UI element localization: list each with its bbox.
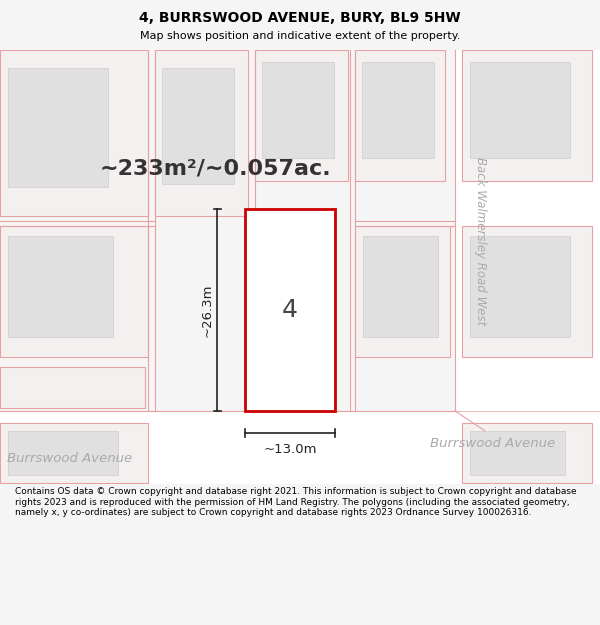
Bar [455,50,600,484]
Text: Burrswood Avenue: Burrswood Avenue [430,436,555,449]
Text: ~13.0m: ~13.0m [263,443,317,456]
Bar [362,62,434,158]
Bar [462,50,592,181]
Bar [8,68,108,187]
Bar [245,209,335,411]
Bar [363,236,438,338]
Text: Burrswood Avenue: Burrswood Avenue [7,452,133,464]
Bar [470,236,570,338]
Bar [262,62,334,158]
Bar [162,68,234,184]
Bar [155,50,248,216]
Text: ~26.3m: ~26.3m [200,283,214,337]
Bar [255,50,348,181]
Bar [8,236,113,338]
Bar [8,431,118,475]
Text: ~233m²/~0.057ac.: ~233m²/~0.057ac. [99,159,331,179]
Bar [0,368,145,408]
Bar [0,411,600,484]
Bar [0,50,148,216]
Bar [462,423,592,483]
Text: 4: 4 [282,298,298,322]
Text: 4, BURRSWOOD AVENUE, BURY, BL9 5HW: 4, BURRSWOOD AVENUE, BURY, BL9 5HW [139,11,461,25]
Bar [355,50,445,181]
Bar [355,226,450,358]
Bar [0,423,148,483]
Bar [0,226,148,358]
Bar [462,226,592,358]
Polygon shape [455,411,600,484]
Bar [470,62,570,158]
Bar [470,431,565,475]
Text: Contains OS data © Crown copyright and database right 2021. This information is : Contains OS data © Crown copyright and d… [15,488,577,517]
Text: Map shows position and indicative extent of the property.: Map shows position and indicative extent… [140,31,460,41]
Text: Back Walmersley Road West: Back Walmersley Road West [473,158,487,326]
